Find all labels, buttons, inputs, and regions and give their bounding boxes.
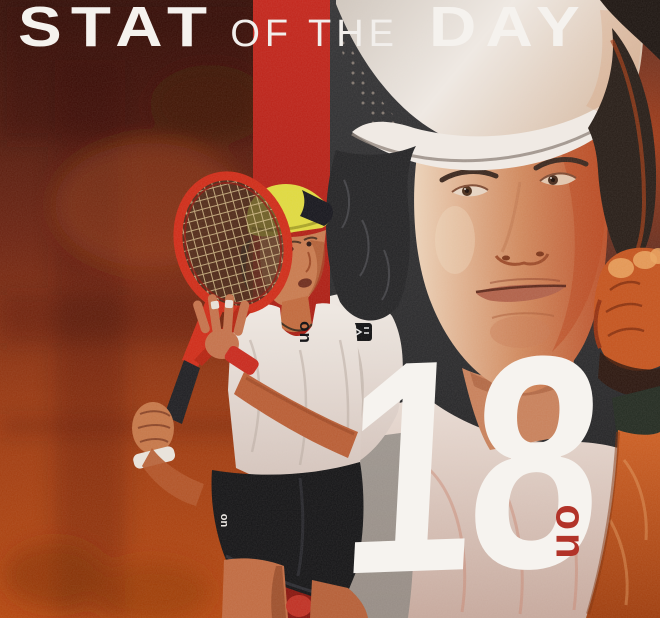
on-logo-in-number: on xyxy=(547,504,595,562)
stat-value: 18 xyxy=(335,291,606,618)
on-logo-chest: on xyxy=(295,321,315,344)
on-logo-shorts: on xyxy=(218,513,231,528)
